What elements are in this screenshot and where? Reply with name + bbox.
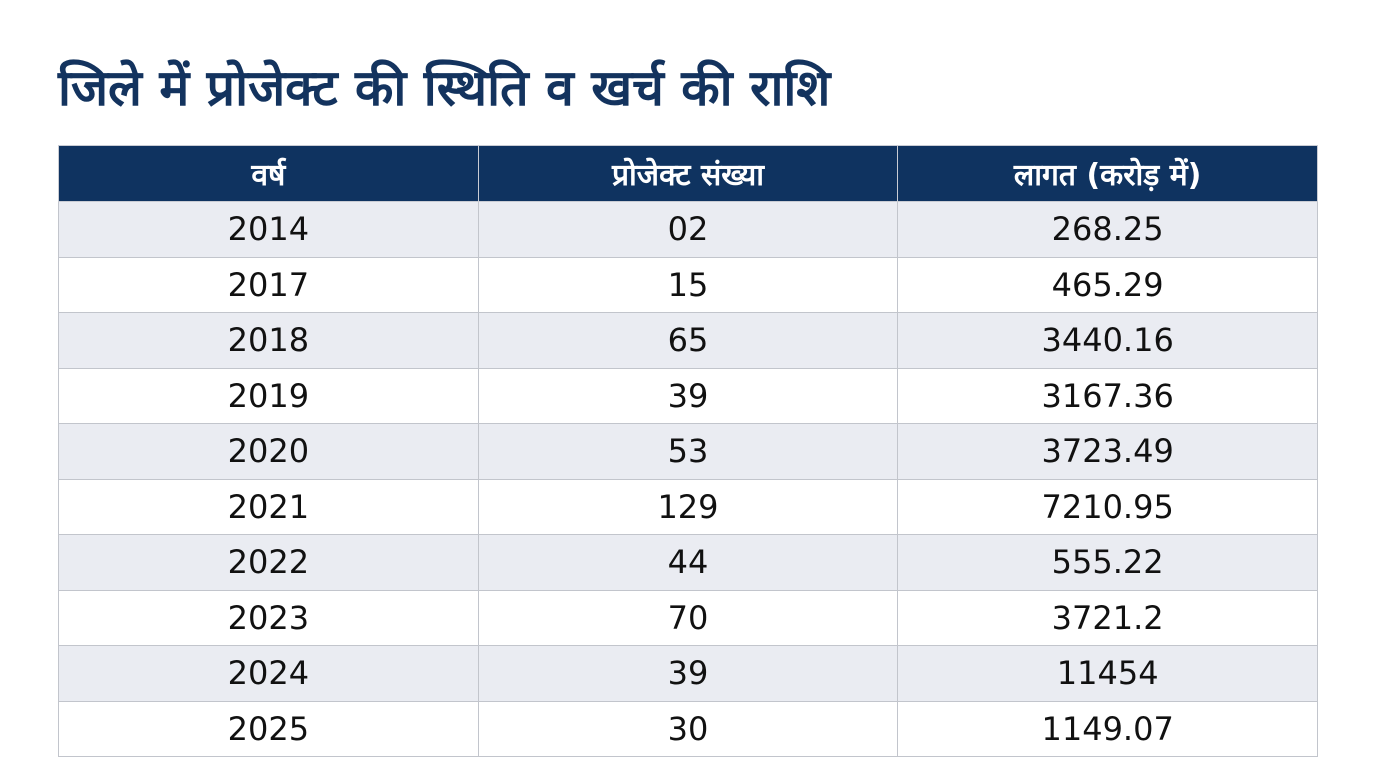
table-cell: 2014	[58, 201, 479, 258]
table-cell: 2018	[58, 312, 479, 369]
table-cell: 2019	[58, 367, 479, 424]
table-row: 2019 39 3167.36	[58, 367, 1318, 424]
table-cell: 2022	[58, 534, 479, 591]
table-row: 2024 39 11454	[58, 645, 1318, 702]
table-row: 2022 44 555.22	[58, 534, 1318, 591]
table-cell: 53	[477, 423, 899, 480]
table-cell: 15	[477, 256, 899, 313]
table-cell: 3167.36	[897, 367, 1318, 424]
table-body: 2014 02 268.25 2017 15 465.29 2018 65 3440.16 201…	[58, 201, 1318, 757]
data-table: वर्ष प्रोजेक्ट संख्या लागत (करोड़ में) 201…	[58, 145, 1318, 757]
table-row: 2017 15 465.29	[58, 256, 1318, 313]
table-cell: 44	[477, 534, 899, 591]
table-cell: 3723.49	[897, 423, 1318, 480]
table-cell: 3440.16	[897, 312, 1318, 369]
table-cell: 39	[477, 645, 899, 702]
table-row: 2023 70 3721.2	[58, 589, 1318, 646]
table-row: 2021 129 7210.95	[58, 478, 1318, 535]
column-header: वर्ष	[58, 145, 479, 202]
table-cell: 2024	[58, 645, 479, 702]
table-cell: 2020	[58, 423, 479, 480]
header-row: वर्ष प्रोजेक्ट संख्या लागत (करोड़ में)	[58, 145, 1318, 202]
table-cell: 70	[477, 589, 899, 646]
table-row: 2025 30 1149.07	[58, 700, 1318, 757]
table-cell: 1149.07	[897, 700, 1318, 757]
table-cell: 2017	[58, 256, 479, 313]
table-cell: 3721.2	[897, 589, 1318, 646]
table-cell: 02	[477, 201, 899, 258]
table-cell: 65	[477, 312, 899, 369]
table-cell: 465.29	[897, 256, 1318, 313]
table-cell: 2023	[58, 589, 479, 646]
table-row: 2020 53 3723.49	[58, 423, 1318, 480]
title: जिले में प्रोजेक्ट की स्थिति व खर्च की र…	[58, 59, 831, 117]
table-cell: 39	[477, 367, 899, 424]
table-cell: 7210.95	[897, 478, 1318, 535]
table-cell: 555.22	[897, 534, 1318, 591]
table-header: वर्ष प्रोजेक्ट संख्या लागत (करोड़ में)	[58, 145, 1318, 202]
table-row: 2018 65 3440.16	[58, 312, 1318, 369]
table-row: 2014 02 268.25	[58, 201, 1318, 258]
table-cell: 11454	[897, 645, 1318, 702]
table-cell: 2025	[58, 700, 479, 757]
table-cell: 268.25	[897, 201, 1318, 258]
table-cell: 30	[477, 700, 899, 757]
table-cell: 129	[477, 478, 899, 535]
column-header: लागत (करोड़ में)	[897, 145, 1318, 202]
table-cell: 2021	[58, 478, 479, 535]
column-header: प्रोजेक्ट संख्या	[477, 145, 899, 202]
